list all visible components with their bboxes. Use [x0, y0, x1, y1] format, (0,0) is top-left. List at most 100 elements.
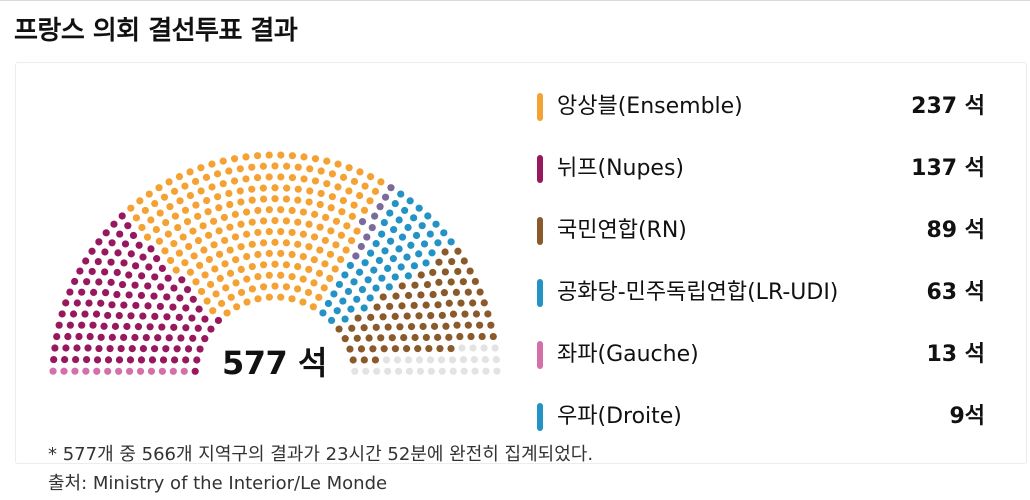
seat-dot: [51, 344, 59, 352]
seat-dot: [365, 334, 373, 342]
seat-dot: [95, 238, 103, 246]
seat-dot: [406, 197, 414, 205]
seat-dot: [151, 312, 159, 320]
seat-dot: [411, 333, 419, 342]
seat-dot: [248, 218, 256, 226]
seat-dot: [370, 266, 378, 274]
seat-dot: [480, 344, 488, 352]
legend-swatch: [537, 155, 543, 183]
seat-dot: [82, 257, 90, 265]
seat-dot: [203, 196, 211, 205]
seat-dot: [476, 321, 484, 329]
seat-dot: [288, 250, 296, 259]
seat-dot: [170, 323, 178, 331]
seat-dot: [491, 344, 499, 352]
seat-dot: [398, 282, 406, 290]
seat-dot: [448, 257, 456, 266]
seat-dot: [95, 278, 103, 286]
seat-dot: [305, 220, 313, 228]
seat-dot: [194, 212, 202, 220]
seat-dot: [148, 356, 157, 364]
legend-label: 좌파(Gauche): [557, 342, 699, 367]
seat-dot: [132, 214, 140, 222]
seat-dot: [423, 280, 432, 289]
seat-dot: [346, 345, 354, 353]
seat-dot: [139, 345, 148, 353]
seat-dot: [197, 187, 205, 195]
seat-dot: [345, 164, 353, 172]
seat-dot: [282, 261, 291, 269]
seat-dot: [316, 223, 324, 231]
legend-label: 국민연합(RN): [557, 218, 687, 243]
seat-dot: [230, 177, 239, 185]
seat-dot: [315, 269, 324, 277]
seat-dot: [219, 180, 227, 188]
seat-dot: [454, 247, 462, 255]
seat-dot: [134, 323, 143, 331]
legend-item-droite: 우파(Droite) 9석: [535, 390, 995, 452]
seat-dot: [311, 210, 319, 218]
seat-dot: [72, 355, 80, 364]
seat-dot: [333, 307, 341, 315]
seat-dot: [207, 325, 215, 333]
seat-dot: [222, 284, 230, 292]
seat-dot: [242, 208, 251, 216]
seat-dot: [338, 208, 346, 216]
seat-dot: [180, 367, 188, 375]
seat-dot: [83, 278, 91, 286]
seat-dot: [427, 311, 435, 320]
seat-dot: [317, 167, 325, 175]
seat-dot: [310, 279, 318, 287]
seat-dot: [220, 213, 228, 222]
seat-dot: [309, 303, 317, 311]
seat-dot: [322, 213, 330, 222]
seat-dot: [487, 321, 495, 329]
seat-dot: [113, 290, 121, 299]
seat-dot: [271, 195, 279, 203]
seat-dot: [434, 301, 442, 309]
seat-dot: [265, 249, 273, 258]
seat-dot: [102, 289, 110, 297]
seat-dot: [254, 272, 262, 281]
seat-dot: [457, 299, 465, 307]
seat-dot: [223, 309, 231, 317]
seat-dot: [430, 322, 439, 330]
seat-dot: [271, 238, 279, 246]
seat-dot: [277, 249, 285, 258]
seat-dot: [138, 272, 146, 280]
seat-dot: [212, 290, 220, 298]
seat-dot: [449, 367, 457, 375]
seat-dot: [369, 345, 377, 353]
top-divider: [0, 0, 1030, 1]
seat-dot: [254, 250, 262, 259]
seat-dot: [355, 268, 364, 276]
seat-dot: [327, 316, 336, 325]
seat-dot: [243, 252, 251, 261]
seat-dot: [182, 304, 190, 312]
seat-dot: [294, 218, 302, 226]
legend-swatch: [537, 217, 543, 245]
seat-dot: [121, 240, 130, 248]
seat-dot: [441, 248, 449, 256]
seat-dot: [166, 203, 174, 211]
seat-dot: [173, 345, 181, 353]
seat-dot: [237, 288, 246, 297]
legend-swatch: [537, 403, 543, 431]
seat-dot: [191, 367, 199, 375]
legend-item-rn: 국민연합(RN) 89 석: [535, 204, 995, 266]
seat-dot: [253, 174, 262, 182]
seat-dot: [259, 261, 268, 269]
seat-dot: [434, 239, 442, 247]
seat-dot: [115, 356, 124, 364]
seat-dot: [265, 151, 273, 159]
seat-dot: [183, 218, 192, 226]
legend-seats: 63 석: [926, 280, 985, 305]
seat-dot: [429, 268, 437, 277]
seat-dot: [236, 187, 244, 195]
seat-dot: [388, 334, 396, 342]
seat-dot: [192, 201, 200, 209]
seat-dot: [373, 367, 381, 375]
seat-dot: [350, 177, 359, 186]
seat-dot: [58, 310, 66, 318]
seat-dot: [128, 345, 136, 353]
